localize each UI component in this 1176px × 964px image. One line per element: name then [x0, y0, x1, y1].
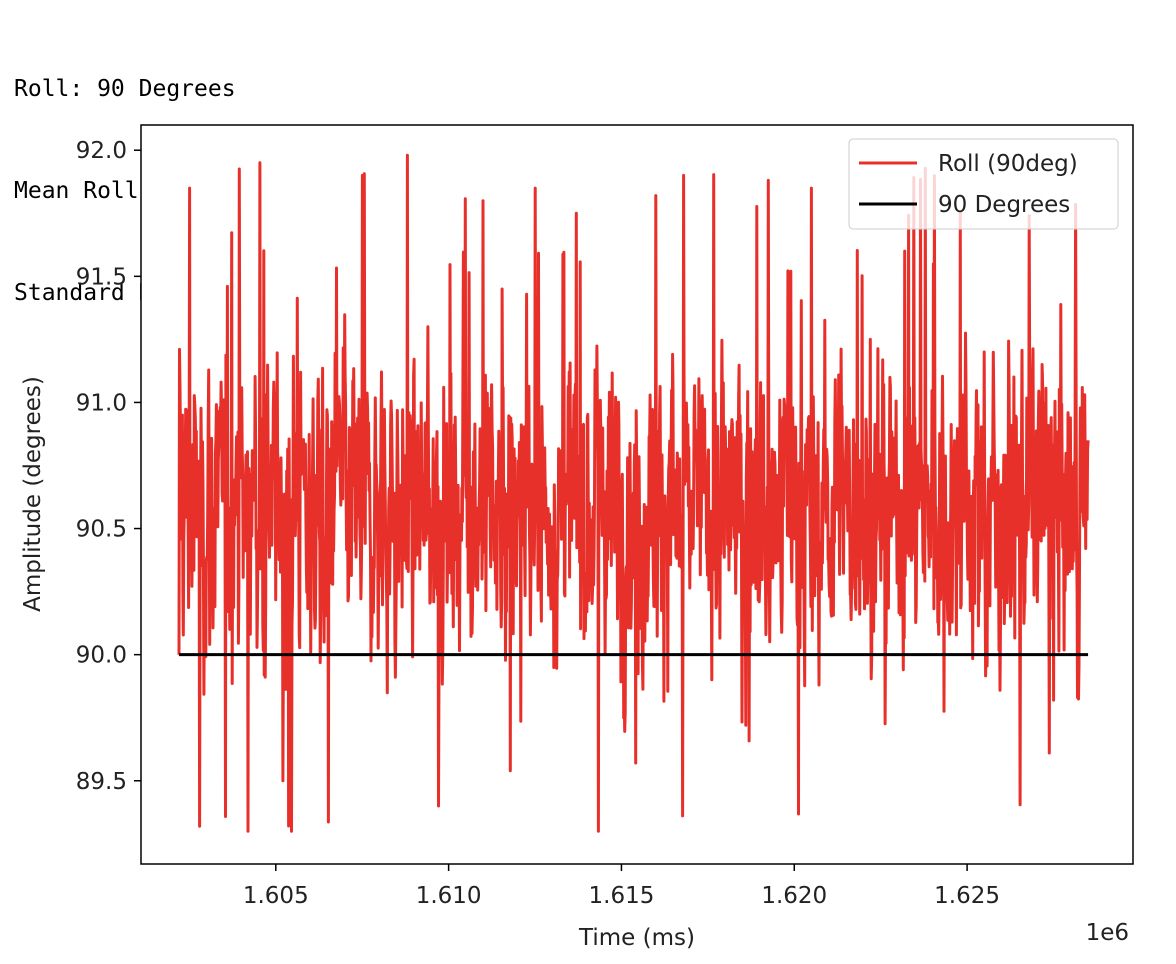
series-line-roll — [177, 153, 1090, 833]
y-tick-label: 90.5 — [76, 517, 127, 543]
legend-label-90-degrees: 90 Degrees — [938, 192, 1070, 218]
plot-frame — [140, 124, 1134, 865]
y-tick-label: 91.5 — [76, 264, 127, 290]
legend: Roll (90deg) 90 Degrees — [848, 138, 1119, 230]
y-axis: 89.5 90.0 90.5 91.0 91.5 92.0 — [76, 138, 141, 795]
y-tick-label: 90.0 — [76, 643, 127, 669]
y-tick-label: 89.5 — [76, 769, 127, 795]
x-axis-title: Time (ms) — [578, 925, 695, 951]
y-tick-label: 91.0 — [76, 390, 127, 416]
x-offset-label: 1e6 — [1086, 920, 1129, 946]
x-tick-label: 1.620 — [761, 883, 827, 909]
x-tick-label: 1.605 — [243, 883, 309, 909]
x-axis: 1.605 1.610 1.615 1.620 1.625 — [243, 864, 1000, 909]
output-line-roll: Roll: 90 Degrees — [14, 76, 236, 102]
x-tick-label: 1.610 — [416, 883, 482, 909]
data-layer — [177, 153, 1090, 833]
legend-label-roll: Roll (90deg) — [938, 151, 1078, 177]
x-tick-label: 1.615 — [589, 883, 655, 909]
x-tick-label: 1.625 — [934, 883, 1000, 909]
y-axis-title: Amplitude (degrees) — [20, 376, 46, 612]
y-tick-label: 92.0 — [76, 138, 127, 164]
